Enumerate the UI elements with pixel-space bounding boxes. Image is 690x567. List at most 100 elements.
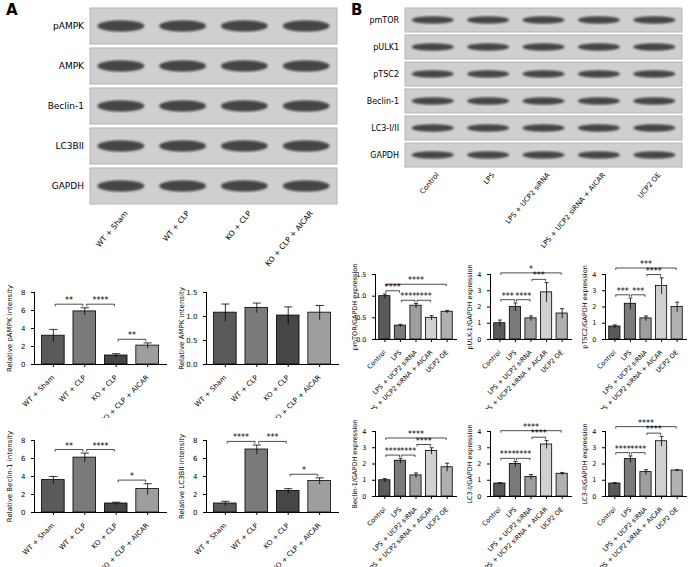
- svg-text:****: ****: [515, 292, 531, 301]
- svg-text:UCP2 OE: UCP2 OE: [637, 171, 663, 200]
- svg-text:0: 0: [592, 336, 596, 344]
- svg-text:****: ****: [500, 450, 516, 459]
- svg-text:*: *: [529, 265, 533, 274]
- svg-text:3: 3: [477, 287, 481, 295]
- svg-text:****: ****: [385, 447, 401, 456]
- svg-text:0.0: 0.0: [186, 361, 197, 369]
- svg-text:UCP2 OE: UCP2 OE: [654, 349, 680, 375]
- svg-text:pmTOR: pmTOR: [369, 16, 399, 25]
- svg-text:UCP2 OE: UCP2 OE: [539, 349, 565, 375]
- svg-text:WT + CLP: WT + CLP: [161, 209, 192, 243]
- svg-text:Beclin-1: Beclin-1: [367, 97, 399, 106]
- svg-text:8: 8: [21, 437, 25, 445]
- svg-text:2: 2: [477, 460, 481, 468]
- svg-text:1: 1: [477, 476, 481, 484]
- svg-text:2: 2: [21, 491, 25, 499]
- svg-text:pTSC2: pTSC2: [373, 70, 399, 79]
- svg-text:****: ****: [515, 450, 531, 459]
- svg-text:KO + CLP: KO + CLP: [90, 522, 119, 551]
- svg-text:0: 0: [592, 493, 596, 501]
- svg-text:1.0: 1.0: [186, 313, 197, 321]
- svg-text:GAPDH: GAPDH: [52, 181, 84, 191]
- svg-text:KO + CLP: KO + CLP: [90, 374, 119, 403]
- svg-text:****: ****: [638, 419, 654, 428]
- svg-text:KO + CLP + AICAR: KO + CLP + AICAR: [271, 522, 323, 567]
- svg-text:KO + CLP: KO + CLP: [224, 209, 254, 242]
- svg-text:pULK1: pULK1: [373, 43, 399, 52]
- svg-text:UCP2 OE: UCP2 OE: [654, 506, 680, 532]
- svg-text:4: 4: [362, 428, 366, 436]
- svg-text:pmTOR/GAPDH expression: pmTOR/GAPDH expression: [351, 264, 359, 351]
- svg-text:KO + CLP + AICAR: KO + CLP + AICAR: [263, 209, 314, 268]
- svg-text:2: 2: [362, 460, 366, 468]
- svg-text:1.5: 1.5: [186, 289, 197, 297]
- svg-text:KO + CLP: KO + CLP: [262, 522, 291, 551]
- svg-text:Control: Control: [480, 505, 502, 527]
- svg-text:4: 4: [592, 271, 596, 279]
- svg-text:0: 0: [21, 509, 25, 517]
- svg-text:WT + Sham: WT + Sham: [21, 522, 56, 557]
- svg-text:GAPDH: GAPDH: [370, 151, 399, 160]
- svg-text:LPS + UCP2 siRNA + AICAR: LPS + UCP2 siRNA + AICAR: [539, 171, 607, 250]
- svg-text:**: **: [128, 331, 136, 340]
- svg-text:WT + Sham: WT + Sham: [193, 374, 228, 409]
- svg-text:B: B: [351, 1, 362, 19]
- svg-text:Control: Control: [595, 505, 617, 527]
- svg-text:LPS + UCP2 siRNA + AICAR: LPS + UCP2 siRNA + AICAR: [366, 348, 435, 417]
- svg-text:1: 1: [592, 319, 596, 327]
- svg-text:Beclin-1/GAPDH expression: Beclin-1/GAPDH expression: [351, 420, 359, 509]
- svg-text:LC3-II/GAPDH expression: LC3-II/GAPDH expression: [581, 423, 589, 504]
- svg-text:0: 0: [21, 361, 25, 369]
- svg-text:****: ****: [416, 292, 432, 301]
- svg-text:8: 8: [21, 289, 25, 297]
- svg-text:***: ***: [502, 292, 514, 301]
- svg-text:**: **: [65, 442, 73, 451]
- svg-text:6: 6: [21, 455, 26, 463]
- svg-text:LPS + UCP2 siRNA + AICAR: LPS + UCP2 siRNA + AICAR: [366, 505, 435, 567]
- svg-text:8: 8: [193, 437, 197, 445]
- svg-text:****: ****: [93, 296, 109, 305]
- svg-text:3: 3: [592, 287, 596, 295]
- svg-text:****: ****: [523, 423, 539, 432]
- svg-text:***: ***: [267, 433, 279, 442]
- svg-text:UCP2 OE: UCP2 OE: [424, 349, 450, 375]
- svg-text:****: ****: [630, 445, 646, 454]
- svg-text:WT + CLP: WT + CLP: [58, 374, 88, 404]
- svg-text:2: 2: [477, 303, 481, 311]
- svg-text:Relative Beclin-1 intensity: Relative Beclin-1 intensity: [6, 431, 14, 522]
- svg-text:6: 6: [21, 307, 26, 315]
- svg-text:pULK-1/GAPDH expression: pULK-1/GAPDH expression: [466, 264, 474, 349]
- svg-text:LPS + UCP2 siRNA + AICAR: LPS + UCP2 siRNA + AICAR: [596, 505, 665, 567]
- svg-text:Relative pAMPK intensity: Relative pAMPK intensity: [6, 285, 14, 372]
- svg-text:Relative LC3BII intensity: Relative LC3BII intensity: [178, 434, 186, 519]
- svg-text:pTSC2/GAPDH expression: pTSC2/GAPDH expression: [581, 265, 589, 349]
- svg-text:****: ****: [385, 283, 401, 292]
- svg-text:1: 1: [362, 476, 366, 484]
- svg-text:4: 4: [21, 325, 26, 333]
- svg-text:****: ****: [408, 430, 424, 439]
- svg-text:pAMPK: pAMPK: [53, 21, 85, 31]
- svg-text:LPS + UCP2 siRNA + AICAR: LPS + UCP2 siRNA + AICAR: [481, 505, 550, 567]
- svg-text:4: 4: [592, 428, 596, 436]
- svg-text:WT + CLP: WT + CLP: [230, 374, 260, 404]
- svg-text:0: 0: [477, 336, 481, 344]
- svg-text:Control: Control: [365, 348, 387, 370]
- svg-text:AMPK: AMPK: [59, 61, 85, 71]
- svg-text:LPS + UCP2 siRNA + AICAR: LPS + UCP2 siRNA + AICAR: [596, 348, 665, 417]
- svg-text:Control: Control: [480, 348, 502, 370]
- svg-text:KO + CLP: KO + CLP: [262, 374, 291, 403]
- svg-text:***: ***: [640, 260, 652, 269]
- svg-text:Control: Control: [419, 171, 441, 196]
- svg-text:Control: Control: [365, 505, 387, 527]
- svg-text:WT + Sham: WT + Sham: [94, 209, 129, 249]
- svg-text:KO + CLP + AICAR: KO + CLP + AICAR: [99, 522, 151, 567]
- svg-text:0: 0: [362, 493, 366, 501]
- svg-text:****: ****: [408, 276, 424, 285]
- svg-text:****: ****: [400, 292, 416, 301]
- svg-text:4: 4: [193, 473, 198, 481]
- svg-text:WT + CLP: WT + CLP: [230, 522, 260, 552]
- svg-text:****: ****: [400, 447, 416, 456]
- svg-text:A: A: [6, 1, 18, 19]
- svg-text:2: 2: [592, 460, 596, 468]
- svg-text:****: ****: [615, 445, 631, 454]
